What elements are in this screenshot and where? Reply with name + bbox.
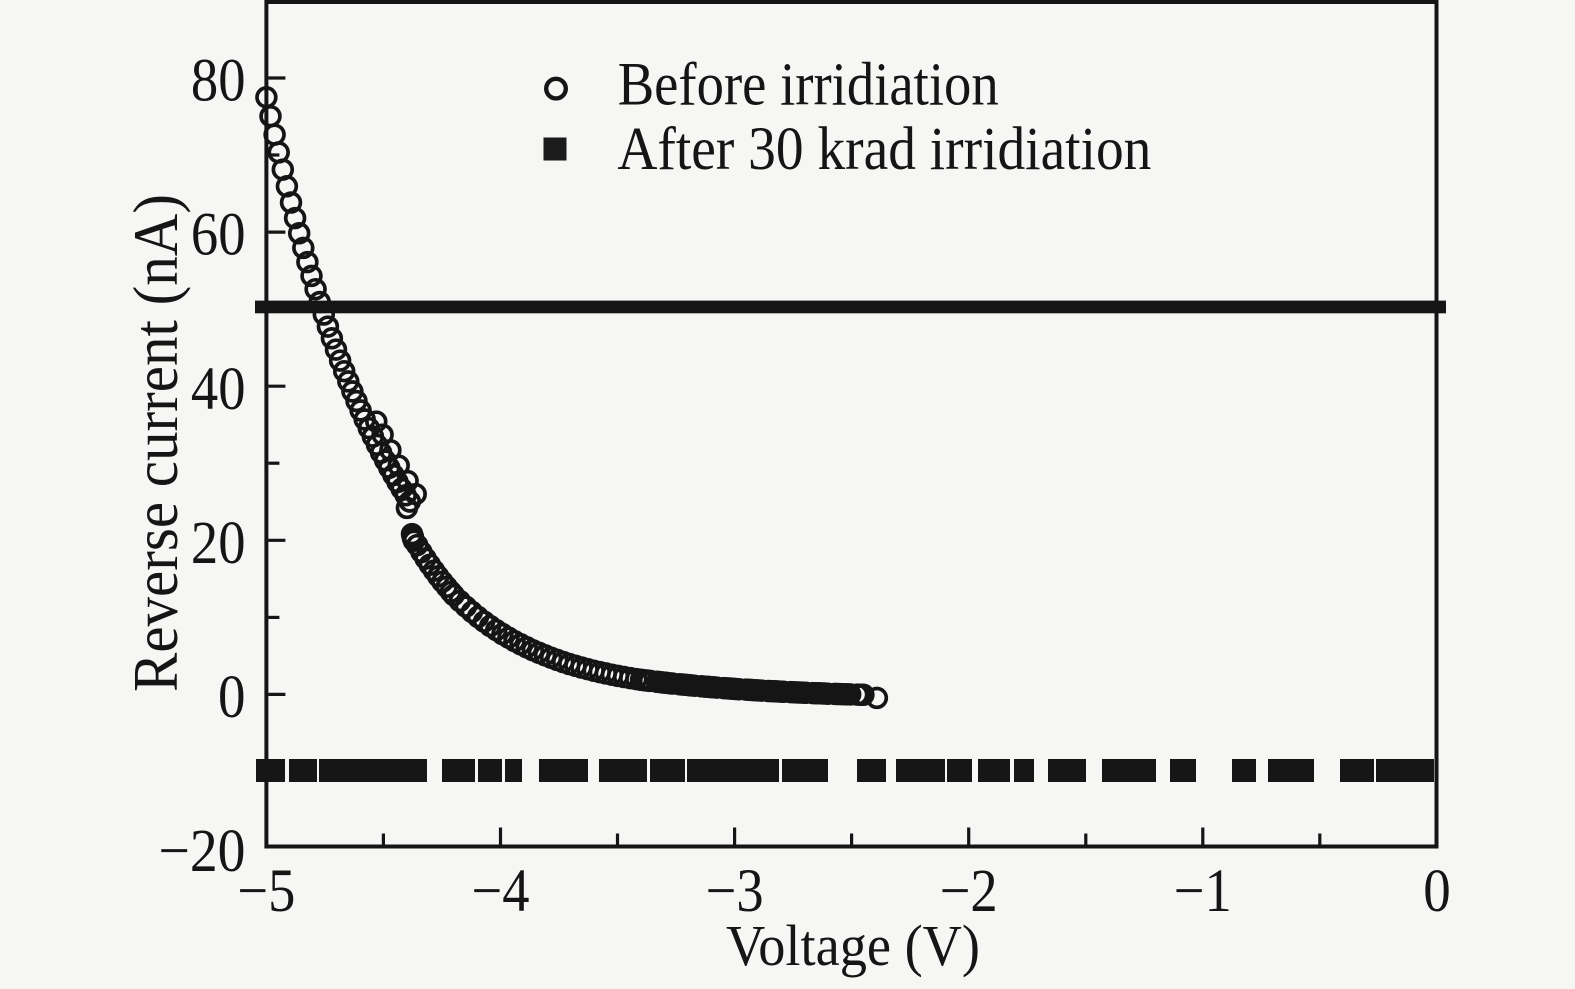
svg-text:0: 0 xyxy=(1423,858,1451,925)
svg-text:Reverse current (nA): Reverse current (nA) xyxy=(120,194,191,692)
svg-text:Voltage (V): Voltage (V) xyxy=(726,913,980,978)
svg-text:20: 20 xyxy=(191,510,246,577)
svg-text:80: 80 xyxy=(191,48,246,115)
svg-text:After 30 krad irridiation: After 30 krad irridiation xyxy=(617,116,1151,183)
svg-text:Before irridiation: Before irridiation xyxy=(618,52,999,119)
svg-text:−3: −3 xyxy=(706,858,764,925)
svg-text:0: 0 xyxy=(218,664,246,731)
svg-text:−4: −4 xyxy=(472,858,530,925)
svg-text:40: 40 xyxy=(191,356,246,423)
svg-text:−2: −2 xyxy=(940,858,998,925)
svg-text:−5: −5 xyxy=(237,858,295,925)
svg-text:−20: −20 xyxy=(159,818,246,885)
svg-text:60: 60 xyxy=(191,202,246,269)
svg-text:−1: −1 xyxy=(1174,858,1232,925)
